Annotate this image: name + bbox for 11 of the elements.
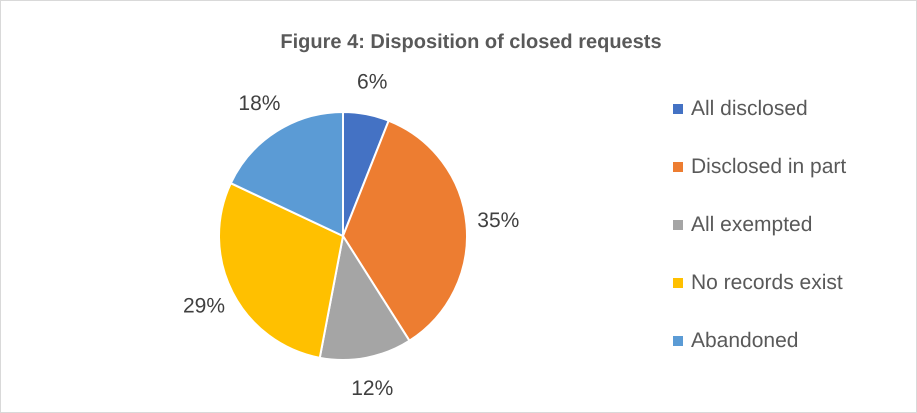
chart-title: Figure 4: Disposition of closed requests [279,31,663,54]
data-label: 12% [351,377,394,400]
data-label: 35% [477,209,520,232]
legend-label: No records exist [691,271,843,295]
legend-label: Abandoned [691,329,798,353]
legend-label: Disclosed in part [691,155,846,179]
legend-label: All disclosed [691,97,808,121]
legend-label: All exempted [691,213,812,237]
data-label: 6% [357,70,388,94]
data-label: 29% [182,294,226,318]
data-label: 18% [238,92,280,116]
